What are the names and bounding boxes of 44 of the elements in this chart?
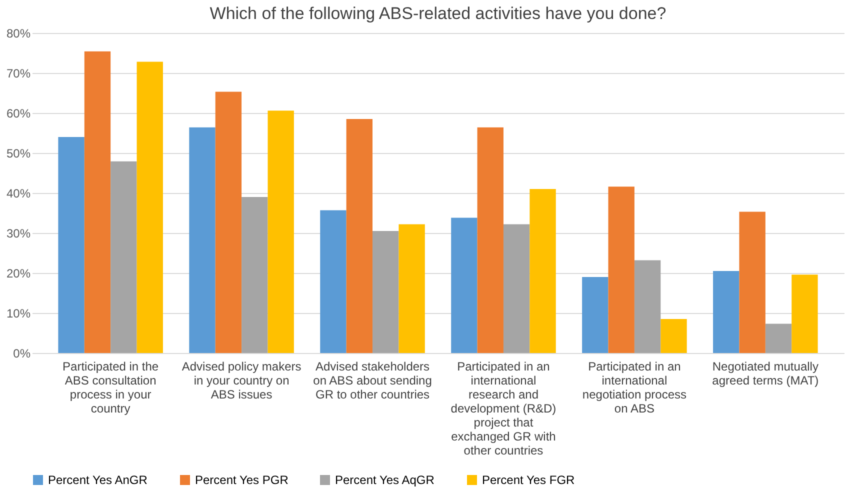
bar bbox=[451, 218, 478, 353]
x-tick-label: Advised stakeholders on ABS about sending GR to other countries bbox=[313, 360, 432, 402]
bar bbox=[608, 186, 634, 353]
bar bbox=[84, 51, 111, 353]
x-tick-label: Participated in the ABS consultation process in your country bbox=[62, 360, 159, 416]
chart-title: Which of the following ABS-related activities have you done? bbox=[210, 4, 666, 23]
y-tick-label: 0% bbox=[13, 346, 31, 360]
bar bbox=[268, 110, 294, 353]
bar bbox=[792, 274, 818, 353]
bar bbox=[372, 231, 399, 353]
bar bbox=[477, 127, 504, 353]
bar bbox=[530, 189, 556, 353]
legend-label: Percent Yes PGR bbox=[195, 473, 289, 487]
y-tick-label: 60% bbox=[6, 106, 31, 120]
bar bbox=[136, 62, 163, 353]
x-tick-label: Negotiated mutually agreed terms (MAT) bbox=[712, 360, 819, 388]
y-tick-label: 50% bbox=[6, 146, 31, 160]
bar bbox=[713, 271, 740, 353]
bar bbox=[660, 319, 687, 353]
x-tick-label: Participated in an international research and development (R&D) project that exchanged GR with other countries bbox=[450, 360, 556, 458]
y-tick-label: 20% bbox=[6, 266, 31, 280]
bar bbox=[110, 161, 137, 353]
bar bbox=[739, 212, 766, 353]
bar bbox=[634, 260, 661, 353]
bar bbox=[346, 119, 373, 353]
y-tick-label: 10% bbox=[6, 306, 31, 320]
x-tick-label: Participated in an international negotiation process on ABS bbox=[582, 360, 686, 416]
y-tick-label: 30% bbox=[6, 226, 31, 240]
bar bbox=[242, 197, 268, 353]
y-tick-label: 80% bbox=[6, 26, 31, 40]
bar bbox=[503, 224, 530, 353]
y-tick-label: 40% bbox=[6, 186, 31, 200]
x-tick-label: Advised policy makers in your country on ABS issues bbox=[182, 360, 302, 402]
bar bbox=[398, 224, 425, 353]
bar bbox=[320, 210, 346, 353]
bar bbox=[58, 137, 84, 353]
legend-label: Percent Yes AnGR bbox=[48, 473, 148, 487]
bar bbox=[215, 92, 242, 353]
bar bbox=[582, 277, 608, 353]
bar bbox=[765, 324, 792, 353]
legend-label: Percent Yes AqGR bbox=[335, 473, 435, 487]
y-tick-label: 70% bbox=[6, 66, 31, 80]
legend-label: Percent Yes FGR bbox=[482, 473, 576, 487]
bar bbox=[189, 127, 216, 353]
